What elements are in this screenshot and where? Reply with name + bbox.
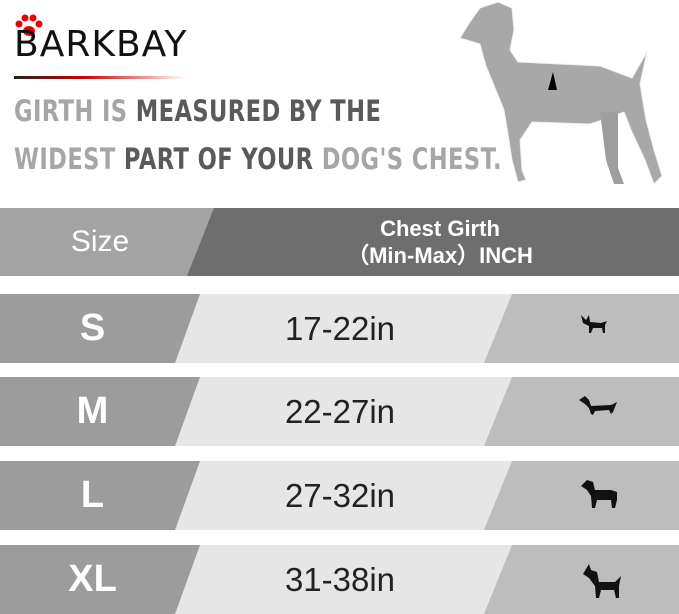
girth-cell-bg: [175, 377, 512, 446]
headline-text: GIRTH IS: [14, 94, 136, 128]
table-row-l: L 27-32in: [0, 461, 679, 530]
size-label: S: [79, 307, 106, 349]
size-col-bg: [0, 545, 200, 614]
header-girth-line1: Chest Girth: [380, 216, 500, 241]
headline-line-2: WIDEST PART OF YOUR DOG'S CHEST.: [14, 142, 502, 176]
girth-value: 31-38in: [284, 560, 396, 598]
header-size: Size: [70, 225, 130, 258]
size-col-bg: [0, 377, 200, 446]
chihuahua-icon: [510, 294, 679, 363]
headline-text: DOG'S CHEST.: [321, 142, 502, 176]
header-chest-girth: Chest Girth （Min-Max）INCH: [250, 208, 630, 276]
table-row-s: S 17-22in: [0, 294, 679, 363]
girth-value: 22-27in: [284, 392, 396, 430]
size-label: XL: [68, 558, 117, 600]
brand-logo: BARKBAY: [14, 24, 188, 65]
girth-cell-bg: [175, 461, 512, 530]
girth-value: 17-22in: [284, 309, 396, 347]
labrador-icon: [510, 461, 679, 530]
headline-text: PART OF YOUR: [123, 142, 322, 176]
size-label: M: [76, 390, 109, 432]
size-col-bg: [0, 294, 200, 363]
size-col-bg: [0, 461, 200, 530]
girth-cell-bg: [175, 545, 512, 614]
header-girth-line2: （Min-Max）INCH: [347, 243, 533, 268]
girth-cell-bg: [175, 294, 512, 363]
size-label: L: [80, 474, 105, 516]
table-header: Size Chest Girth （Min-Max）INCH: [0, 208, 679, 276]
paw-icon: [14, 14, 44, 43]
pointer-dog-illustration: [440, 0, 679, 205]
table-row-m: M 22-27in: [0, 377, 679, 446]
girth-value: 27-32in: [284, 476, 396, 514]
logo-underline: [14, 76, 186, 79]
headline-text: MEASURED BY THE: [135, 94, 382, 128]
great-dane-icon: [510, 545, 679, 614]
dachshund-icon: [510, 377, 679, 446]
table-row-xl: XL 31-38in: [0, 545, 679, 614]
headline-line-1: GIRTH IS MEASURED BY THE: [14, 94, 381, 128]
headline-text: WIDEST: [14, 142, 124, 176]
